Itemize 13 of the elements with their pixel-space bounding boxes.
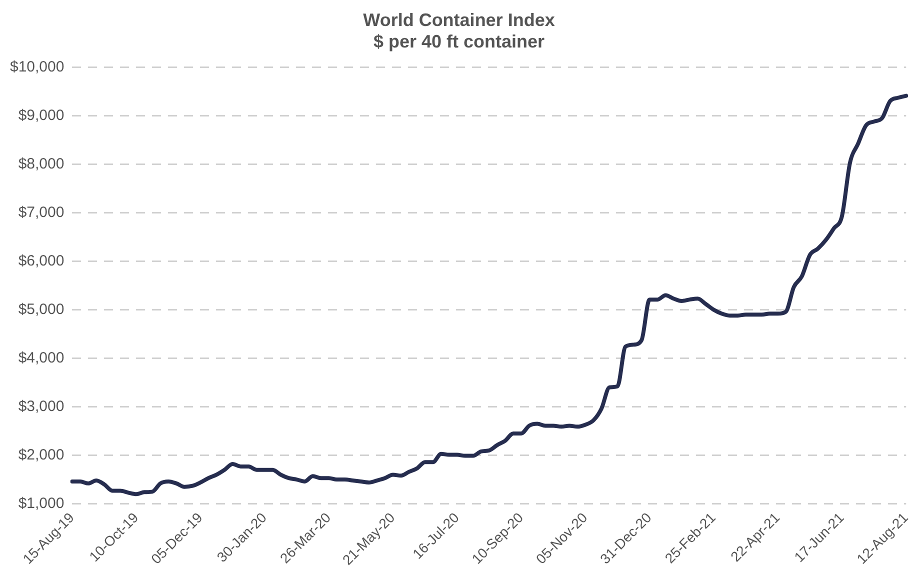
chart-subtitle: $ per 40 ft container	[373, 31, 545, 52]
y-tick-label: $9,000	[18, 106, 64, 124]
y-tick-label: $1,000	[18, 494, 64, 512]
y-tick-label: $7,000	[18, 204, 64, 221]
y-tick-label: $3,000	[18, 398, 64, 415]
y-tick-label: $10,000	[10, 58, 64, 76]
y-tick-label: $8,000	[18, 155, 64, 172]
y-tick-label: $5,000	[18, 300, 64, 318]
y-tick-label: $6,000	[18, 252, 64, 270]
line-series	[70, 94, 908, 496]
y-tick-label: $2,000	[18, 446, 64, 464]
y-tick-label: $4,000	[18, 349, 64, 366]
chart-title: World Container Index	[363, 10, 555, 30]
